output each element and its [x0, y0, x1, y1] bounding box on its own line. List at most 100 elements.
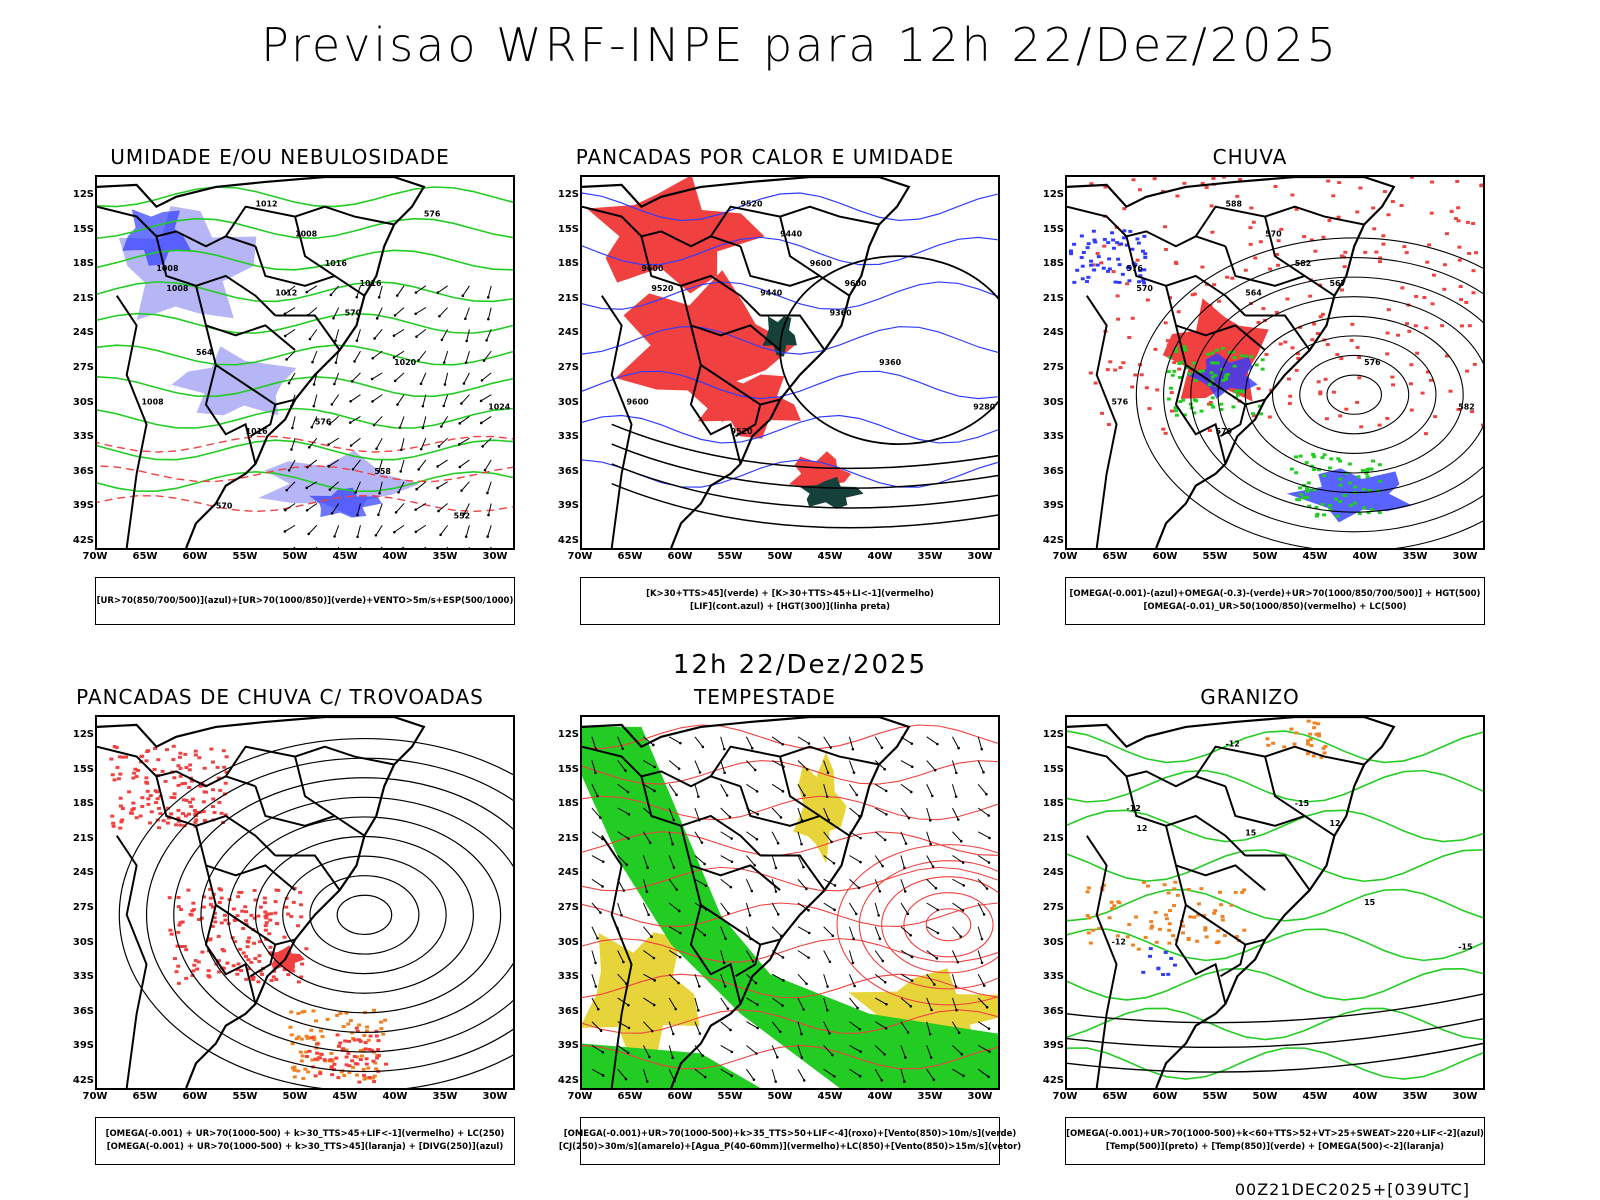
- lat-tick-label: 36S: [557, 1005, 579, 1017]
- lat-tick-label: 36S: [72, 1005, 94, 1017]
- lon-tick-label: 50W: [1252, 551, 1278, 562]
- lat-tick-label: 39S: [557, 500, 579, 512]
- lon-tick-label: 70W: [1052, 1091, 1078, 1102]
- lon-tick-label: 50W: [1252, 1091, 1278, 1102]
- lon-tick-label: 35W: [917, 551, 943, 562]
- lat-tick-label: 24S: [1042, 867, 1064, 879]
- lon-tick-label: 35W: [917, 1091, 943, 1102]
- contour-label: 570: [216, 501, 233, 510]
- contour-label: 576: [424, 210, 441, 219]
- lat-tick-label: 15S: [72, 223, 94, 235]
- lat-tick-label: 42S: [72, 535, 94, 546]
- main-title: Previsao WRF-INPE para 12h 22/Dez/2025: [261, 18, 1339, 72]
- map-graphic: [582, 717, 998, 1088]
- lat-tick-label: 15S: [1042, 763, 1064, 775]
- map-chuva: 588 582 576 570 567 564 576 582 576 579 570: [1065, 175, 1485, 550]
- contour-label: 12: [1136, 824, 1147, 833]
- lat-tick-label: 42S: [1042, 1075, 1064, 1086]
- lat-tick-label: 27S: [1042, 902, 1064, 913]
- map-graphic: 9520 9600 9600 9520 9600 9440 9360 9280 9600 9520…: [582, 177, 998, 548]
- lat-tick-label: 12S: [1042, 729, 1064, 740]
- lon-tick-label: 35W: [432, 551, 458, 562]
- panel-tempestade: TEMPESTADE 12S 15S 18S 21S 24S 27S 30S 33S 36S 39S…: [525, 685, 1021, 1175]
- lat-tick-label: 21S: [72, 832, 94, 844]
- lat-tick-label: 18S: [1042, 258, 1064, 270]
- lon-tick-label: 40W: [1352, 551, 1378, 562]
- contour-label: 558: [374, 467, 391, 476]
- map-umidade: 1012 1016 1008 1008 1016 1012 1020 1024 1008 1016…: [95, 175, 515, 550]
- map-graphic: 1012 1016 1008 1008 1016 1012 1020 1024 1008 1016…: [97, 177, 513, 548]
- lat-tick-label: 27S: [1042, 362, 1064, 373]
- lon-tick-label: 60W: [1152, 551, 1178, 562]
- map-graphic: 588 582 576 570 567 564 576 582 576 579 570: [1067, 177, 1483, 548]
- lon-tick-label: 55W: [232, 1091, 258, 1102]
- panel-umidade: UMIDADE E/OU NEBULOSIDADE 1012 1016 1008 100…: [40, 145, 520, 635]
- lat-tick-label: 33S: [1042, 431, 1064, 443]
- map-graphic: -12 -15 -12 12 12 15 15 -15 -12: [1067, 717, 1483, 1088]
- map-tempestade: [580, 715, 1000, 1090]
- lon-tick-label: 60W: [182, 551, 208, 562]
- lon-tick-label: 30W: [1452, 1091, 1478, 1102]
- lat-tick-label: 30S: [1042, 396, 1064, 408]
- map-graphic: [97, 717, 513, 1088]
- contour-label: 576: [315, 417, 332, 426]
- lon-tick-label: 30W: [967, 1091, 993, 1102]
- lat-tick-label: 24S: [72, 867, 94, 879]
- legend-line: [OMEGA(-0.01)_UR>50(1000/850)(vermelho) …: [1143, 602, 1407, 612]
- lat-tick-label: 21S: [1042, 292, 1064, 304]
- lat-tick-label: 18S: [1042, 798, 1064, 810]
- panel-legend: [OMEGA(-0.001) + UR>70(1000-500) + k>30_…: [95, 1117, 515, 1165]
- contour-label: -12: [1126, 804, 1140, 813]
- lon-tick-label: 40W: [382, 551, 408, 562]
- lat-tick-label: 15S: [1042, 223, 1064, 235]
- panel-title: GRANIZO: [1200, 685, 1300, 709]
- lat-tick-label: 27S: [557, 902, 579, 913]
- lon-tick-label: 65W: [1102, 551, 1128, 562]
- lat-tick-label: 15S: [72, 763, 94, 775]
- lat-tick-label: 24S: [557, 327, 579, 339]
- lon-tick-label: 40W: [1352, 1091, 1378, 1102]
- lon-tick-label: 45W: [817, 551, 843, 562]
- lat-tick-label: 24S: [1042, 327, 1064, 339]
- panel-pancadas-trovoadas: PANCADAS DE CHUVA C/ TROVOADAS 12S 15S 18S 2…: [40, 685, 520, 1175]
- lon-tick-label: 55W: [717, 1091, 743, 1102]
- lon-tick-label: 45W: [817, 1091, 843, 1102]
- contour-label: 1012: [255, 200, 277, 209]
- lat-tick-label: 36S: [72, 465, 94, 477]
- contour-label: 552: [454, 511, 471, 520]
- contour-label: 1008: [142, 398, 165, 407]
- map-pancadas-calor: 9520 9600 9600 9520 9600 9440 9360 9280 9600 9520…: [580, 175, 1000, 550]
- lat-tick-label: 21S: [557, 832, 579, 844]
- lon-tick-label: 50W: [767, 551, 793, 562]
- contour-label: -15: [1295, 799, 1309, 808]
- lat-tick-label: 21S: [1042, 832, 1064, 844]
- contour-label: 576: [1364, 358, 1381, 367]
- legend-line: [OMEGA(-0.001) + UR>70(1000-500) + k>30_…: [105, 1129, 505, 1139]
- lon-tick-label: 70W: [82, 1091, 108, 1102]
- lon-tick-label: 65W: [617, 551, 643, 562]
- contour-label: 576: [1126, 264, 1143, 273]
- lon-tick-label: 60W: [667, 551, 693, 562]
- lat-tick-label: 24S: [72, 327, 94, 339]
- panel-pancadas-calor: PANCADAS POR CALOR E UMIDADE 9520 9600 9600…: [525, 145, 1005, 635]
- lat-tick-label: 33S: [72, 431, 94, 443]
- panel-title: UMIDADE E/OU NEBULOSIDADE: [110, 145, 450, 169]
- contour-label: 1016: [359, 279, 382, 288]
- contour-label: 1016: [246, 427, 269, 436]
- lon-tick-label: 35W: [1402, 551, 1428, 562]
- lat-tick-label: 12S: [557, 189, 579, 200]
- lon-tick-label: 55W: [1202, 1091, 1228, 1102]
- lat-tick-label: 15S: [557, 763, 579, 775]
- lat-tick-label: 12S: [72, 189, 94, 200]
- lat-tick-label: 42S: [557, 535, 579, 546]
- contour-label: 570: [345, 309, 362, 318]
- legend-line: [Temp(500)](preto) + [Temp(850)](verde) …: [1105, 1142, 1445, 1152]
- contour-label: -12: [1112, 938, 1126, 947]
- contour-label: 1012: [275, 289, 297, 298]
- lon-tick-label: 65W: [1102, 1091, 1128, 1102]
- contour-label: 1024: [488, 402, 511, 411]
- contour-label: 9440: [780, 229, 803, 238]
- contour-label: 576: [1112, 398, 1129, 407]
- legend-line: [OMEGA(-0.001) + UR>70(1000-500) + k>30_…: [106, 1142, 504, 1152]
- lat-tick-label: 39S: [72, 500, 94, 512]
